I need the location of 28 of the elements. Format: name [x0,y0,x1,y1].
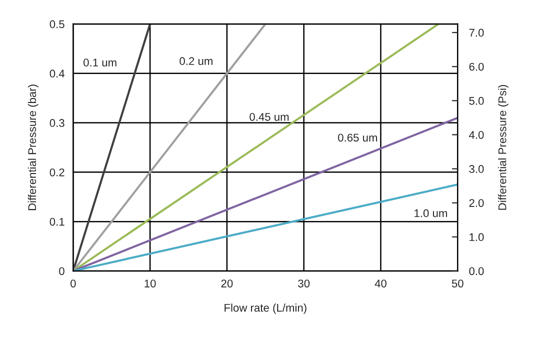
y-axis-title: Differential Pressure (bar) [28,84,38,210]
series-label: 0.1 um [84,58,116,67]
series-label: 1.0 um [414,209,447,218]
y2-tick-label: 7.0 [469,28,484,37]
y2-tick-label: 3.0 [469,165,484,173]
y2-tick-label: 6.0 [469,62,484,71]
x-tick-label: 20 [221,280,233,288]
x-axis-title: Flow rate (L/min) [224,304,306,314]
y-tick-label: 0.3 [50,119,64,127]
x-tick-label: 50 [452,280,464,288]
y2-tick-label: 4.0 [469,130,484,139]
y-tick-label: 0.2 [50,168,64,176]
series-label: 0.45 um [250,112,289,121]
x-tick-label: 40 [374,280,386,288]
y2-tick-label: 1.0 [470,233,484,242]
series-label: 0.65 um [338,134,378,142]
y-tick-label: 0.5 [50,20,64,28]
y-tick-label: 0.4 [50,70,64,78]
y2-tick-label: 5.0 [469,96,484,105]
x-tick-label: 0 [70,280,76,288]
y2-axis-title: Differential Pressure (Psi) [498,84,508,210]
y-tick-label: 0 [59,267,64,276]
y2-tick-label: 0.0 [469,267,484,276]
x-tick-label: 30 [298,280,310,288]
y-tick-label: 0.1 [50,218,64,226]
y2-tick-label: 2.0 [469,199,484,207]
x-tick-label: 10 [144,280,156,288]
series-label: 0.2 um [180,57,212,66]
